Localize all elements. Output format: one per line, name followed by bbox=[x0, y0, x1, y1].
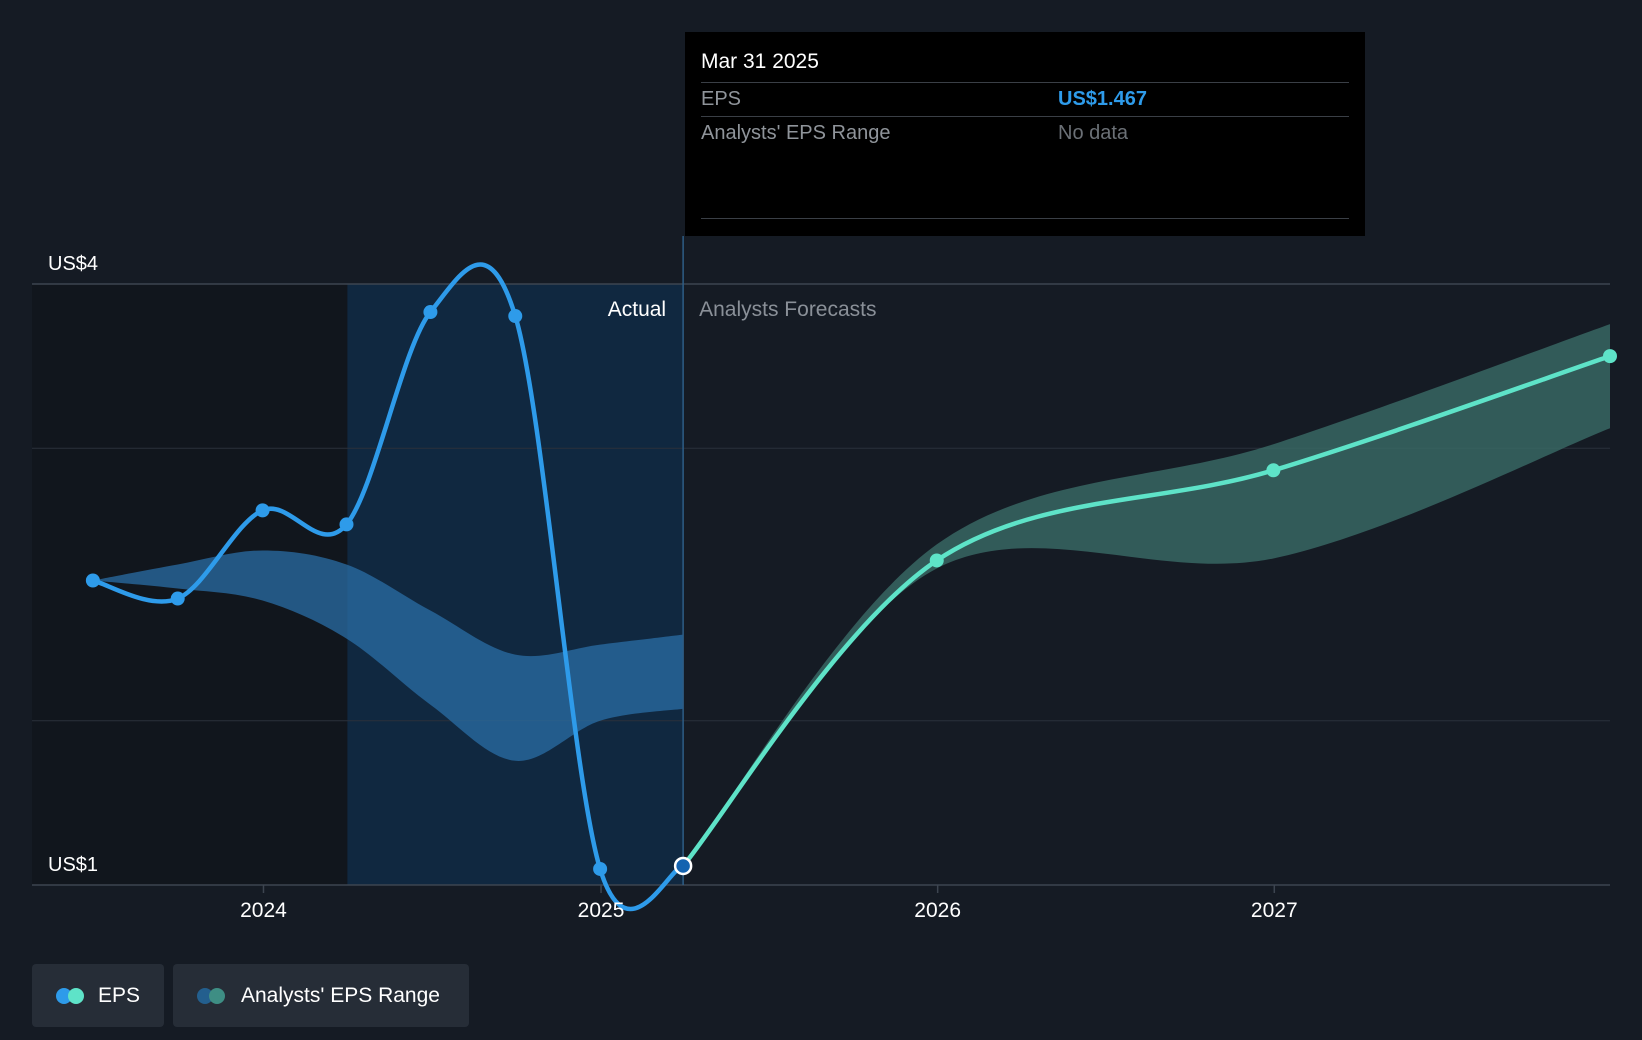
x-tick-label: 2027 bbox=[1251, 899, 1298, 922]
eps-point bbox=[1266, 463, 1281, 478]
y-tick-label: US$1 bbox=[48, 854, 98, 876]
eps-point bbox=[1603, 349, 1617, 364]
tooltip-divider bbox=[701, 218, 1349, 219]
forecast-region-label: Analysts Forecasts bbox=[699, 298, 876, 321]
eps-point bbox=[593, 861, 608, 876]
tooltip-eps-label: EPS bbox=[701, 88, 742, 110]
tooltip-row-range: Analysts' EPS Range No data bbox=[701, 116, 1349, 150]
x-axis-labels: 2024 2025 2026 2027 bbox=[240, 885, 1298, 922]
eps-legend-dots-icon bbox=[56, 987, 84, 1004]
past-year-band bbox=[347, 284, 684, 885]
range-bands bbox=[92, 324, 1610, 866]
eps-point bbox=[85, 573, 100, 588]
selected-eps-point bbox=[673, 856, 693, 876]
eps-point bbox=[423, 305, 438, 320]
tooltip-eps-value: US$1.467 bbox=[1058, 88, 1147, 110]
eps-point bbox=[929, 553, 944, 568]
forecast-eps-range-band bbox=[683, 324, 1610, 866]
hover-tooltip: Mar 31 2025 EPS US$1.467 Analysts' EPS R… bbox=[685, 32, 1365, 236]
eps-point bbox=[255, 503, 270, 518]
eps-point bbox=[170, 591, 185, 606]
legend-item-eps[interactable]: EPS bbox=[32, 964, 164, 1027]
tooltip-date: Mar 31 2025 bbox=[701, 50, 819, 73]
y-axis-labels: US$4 US$1 bbox=[48, 253, 98, 876]
tooltip-range-label: Analysts' EPS Range bbox=[701, 122, 891, 144]
actual-region-label: Actual bbox=[608, 298, 666, 321]
forecast-eps-line bbox=[680, 353, 1613, 869]
range-legend-dots-icon bbox=[197, 987, 227, 1004]
legend-range-label: Analysts' EPS Range bbox=[241, 983, 440, 1007]
eps-points bbox=[85, 305, 1617, 876]
legend-eps-label: EPS bbox=[97, 983, 140, 1007]
legend: EPS Analysts' EPS Range bbox=[32, 964, 469, 1027]
eps-point bbox=[339, 517, 354, 532]
y-tick-label: US$4 bbox=[48, 253, 98, 275]
legend-item-eps-range[interactable]: Analysts' EPS Range bbox=[173, 964, 469, 1027]
x-tick-label: 2026 bbox=[914, 899, 961, 922]
eps-point bbox=[508, 309, 523, 324]
past-eps-range-band bbox=[92, 550, 684, 761]
x-tick-label: 2025 bbox=[578, 899, 625, 922]
tooltip-row-eps: EPS US$1.467 bbox=[701, 82, 1349, 116]
x-tick-label: 2024 bbox=[240, 899, 287, 922]
tooltip-range-value: No data bbox=[1058, 122, 1129, 144]
